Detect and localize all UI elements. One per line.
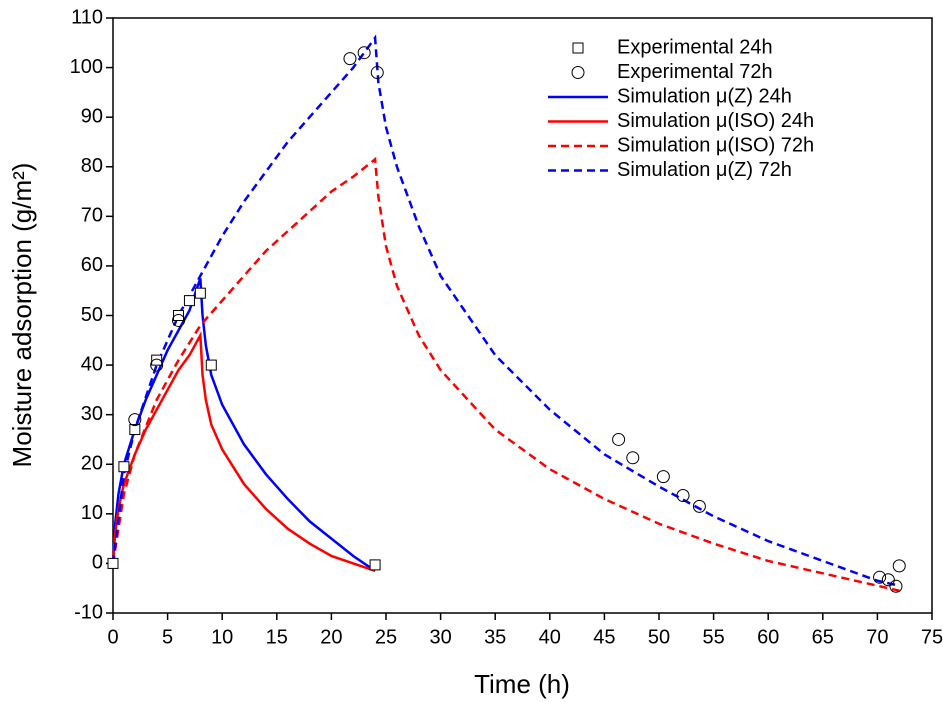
plot-frame <box>112 17 933 614</box>
x-tick-label: 25 <box>375 626 397 648</box>
y-axis-title: Moisture adsorption (g/m²) <box>7 163 37 468</box>
marker-square <box>107 557 119 569</box>
marker-square <box>194 287 206 299</box>
x-tick-label: 60 <box>757 626 779 648</box>
y-tick-label: 60 <box>81 254 103 276</box>
legend-label: Simulation μ(ISO) 24h <box>617 110 814 132</box>
marker-circle <box>676 488 690 502</box>
marker-circle <box>692 499 706 513</box>
x-tick-label: 30 <box>429 626 451 648</box>
y-tick-label: 30 <box>81 403 103 425</box>
marker-circle <box>626 451 640 465</box>
marker-square <box>183 295 195 307</box>
marker-circle <box>172 313 186 327</box>
marker-circle <box>612 432 626 446</box>
legend-label: Simulation μ(Z) 24h <box>617 85 792 107</box>
x-tick-label: 70 <box>866 626 888 648</box>
x-tick-label: 0 <box>107 626 118 648</box>
legend-label: Experimental 72h <box>617 61 773 83</box>
y-tick-label: 50 <box>81 304 103 326</box>
y-tick-label: 80 <box>81 155 103 177</box>
y-tick-label: 20 <box>81 453 103 475</box>
series-line <box>111 330 376 573</box>
marker-circle <box>892 559 906 573</box>
x-tick-label: 45 <box>593 626 615 648</box>
marker-circle <box>128 413 142 427</box>
x-tick-label: 50 <box>648 626 670 648</box>
x-tick-label: 65 <box>812 626 834 648</box>
marker-circle <box>370 66 384 80</box>
x-tick-label: 15 <box>266 626 288 648</box>
y-tick-label: 100 <box>70 56 103 78</box>
y-tick-label: 40 <box>81 353 103 375</box>
series-line <box>111 277 376 572</box>
marker-square <box>129 424 141 436</box>
marker-square <box>369 559 381 571</box>
marker-circle <box>656 470 670 484</box>
x-tick-label: 20 <box>320 626 342 648</box>
y-tick-label: -10 <box>74 601 103 623</box>
marker-circle <box>873 570 887 584</box>
marker-square <box>151 354 163 366</box>
x-axis-title: Time (h) <box>474 669 570 699</box>
series-line <box>111 156 900 592</box>
marker-circle <box>571 66 585 79</box>
x-tick-label: 35 <box>484 626 506 648</box>
legend-label: Simulation μ(Z) 72h <box>617 159 792 181</box>
x-tick-label: 10 <box>211 626 233 648</box>
y-tick-label: 90 <box>81 105 103 127</box>
y-tick-label: 70 <box>81 205 103 227</box>
legend-label: Experimental 24h <box>617 36 773 58</box>
marker-square <box>205 359 217 371</box>
marker-circle <box>889 579 903 593</box>
x-tick-label: 75 <box>921 626 943 648</box>
legend-label: Simulation μ(ISO) 72h <box>617 134 814 156</box>
marker-circle <box>881 573 895 587</box>
x-tick-label: 5 <box>162 626 173 648</box>
marker-circle <box>150 358 164 372</box>
x-tick-label: 55 <box>702 626 724 648</box>
y-tick-label: 10 <box>81 502 103 524</box>
marker-circle <box>357 46 371 60</box>
y-tick-label: 0 <box>92 552 103 574</box>
marker-square <box>173 310 185 321</box>
marker-square <box>118 461 130 473</box>
marker-circle <box>343 52 357 66</box>
x-tick-label: 40 <box>539 626 561 648</box>
y-tick-label: 110 <box>71 6 103 28</box>
marker-square <box>572 42 584 54</box>
